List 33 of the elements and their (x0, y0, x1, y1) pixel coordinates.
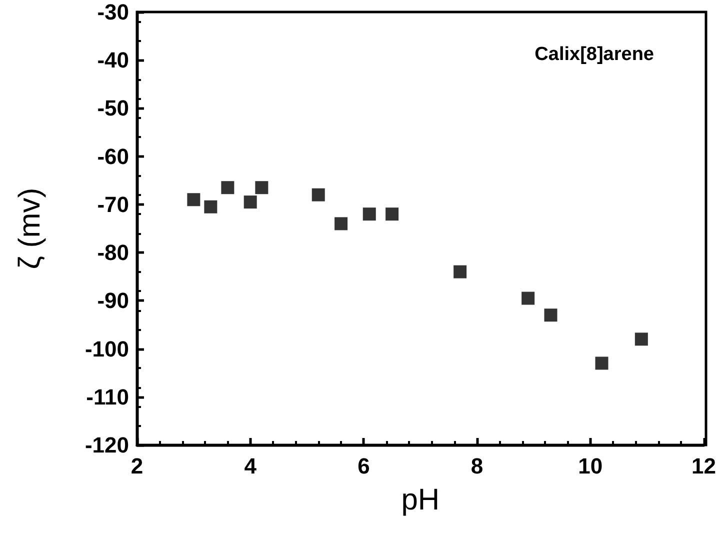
y-tick-label: -110 (86, 384, 129, 410)
y-axis-title: ζ (mv) (14, 188, 46, 270)
x-tick-label: 2 (130, 454, 144, 478)
point (334, 217, 348, 230)
y-tick-label: -120 (84, 432, 129, 458)
point (634, 332, 648, 346)
point (312, 188, 325, 202)
y-tick-label: -90 (97, 288, 129, 314)
x-tick-label: 12 (692, 454, 716, 478)
x-tick-label: 8 (470, 454, 484, 478)
y-tick-label: -40 (97, 48, 129, 73)
y-tick-label: -60 (97, 144, 129, 169)
point (595, 356, 608, 370)
x-tick-label: 10 (578, 454, 603, 478)
point (204, 200, 218, 214)
x-axis-title: pH (401, 484, 440, 516)
x-tick-label: 4 (244, 454, 258, 478)
point (454, 265, 467, 278)
point (187, 193, 200, 206)
point (362, 208, 376, 221)
y-tick-label: -50 (97, 96, 129, 121)
point (255, 181, 268, 194)
y-tick-label: -80 (97, 240, 129, 266)
point (221, 181, 234, 194)
y-tick-label: -70 (97, 192, 129, 217)
y-tick-label: -30 (97, 0, 129, 24)
annotation: Calix[8]arene (534, 44, 654, 65)
point (244, 196, 257, 209)
point (386, 208, 399, 221)
point (544, 308, 558, 322)
x-tick-label: 6 (358, 454, 370, 478)
y-tick-label: -100 (84, 336, 129, 362)
point (522, 292, 535, 305)
